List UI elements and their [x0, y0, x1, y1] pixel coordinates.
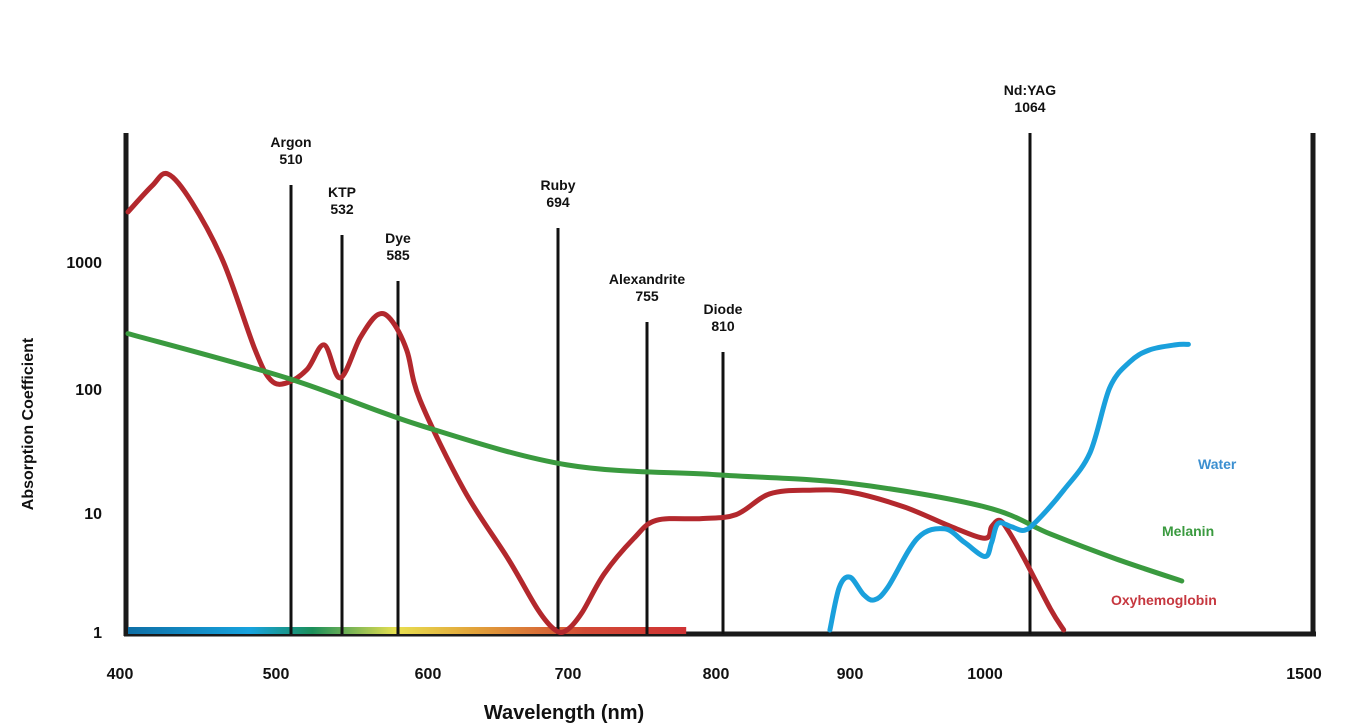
x-tick-1500: 1500: [1286, 666, 1322, 683]
visible-spectrum-band: [128, 627, 687, 634]
x-tick-700: 700: [555, 666, 582, 683]
series-label-oxyhemoglobin: Oxyhemoglobin: [1111, 592, 1217, 608]
y-tick-labels: 1000 100 10 1: [66, 255, 102, 642]
y-tick-10: 10: [84, 506, 102, 523]
laser-name-nd-yag: Nd:YAG: [1004, 82, 1056, 98]
laser-wavelength-dye: 585: [386, 247, 410, 263]
laser-name-alexandrite: Alexandrite: [609, 271, 685, 287]
series-line-water: [827, 341, 1191, 633]
laser-wavelength-diode: 810: [711, 318, 735, 334]
x-tick-800: 800: [703, 666, 730, 683]
series-line-melanin: [125, 331, 1185, 584]
y-axis-title: Absorption Coefficient: [20, 337, 37, 510]
laser-wavelength-ruby: 694: [546, 194, 570, 210]
x-tick-labels: 400 500 600 700 800 900 1000 1500: [107, 666, 1322, 683]
laser-name-dye: Dye: [385, 230, 411, 246]
series-label-melanin: Melanin: [1162, 523, 1214, 539]
x-tick-1000: 1000: [967, 666, 1003, 683]
laser-wavelength-alexandrite: 755: [635, 288, 659, 304]
laser-name-diode: Diode: [704, 301, 743, 317]
x-axis-title: Wavelength (nm): [484, 702, 644, 724]
y-tick-100: 100: [75, 382, 102, 399]
series-label-water: Water: [1198, 456, 1237, 472]
laser-name-argon: Argon: [270, 134, 311, 150]
laser-wavelength-argon: 510: [279, 151, 303, 167]
series-curves: [125, 170, 1191, 635]
x-tick-600: 600: [415, 666, 442, 683]
laser-name-ruby: Ruby: [541, 177, 576, 193]
x-tick-500: 500: [263, 666, 290, 683]
laser-wavelength-nd-yag: 1064: [1014, 99, 1045, 115]
x-tick-900: 900: [837, 666, 864, 683]
laser-name-ktp: KTP: [328, 184, 356, 200]
series-line-oxyhemoglobin: [125, 170, 1067, 635]
x-tick-400: 400: [107, 666, 134, 683]
y-tick-1000: 1000: [66, 255, 102, 272]
laser-wavelength-ktp: 532: [330, 201, 354, 217]
y-tick-1: 1: [93, 625, 102, 642]
